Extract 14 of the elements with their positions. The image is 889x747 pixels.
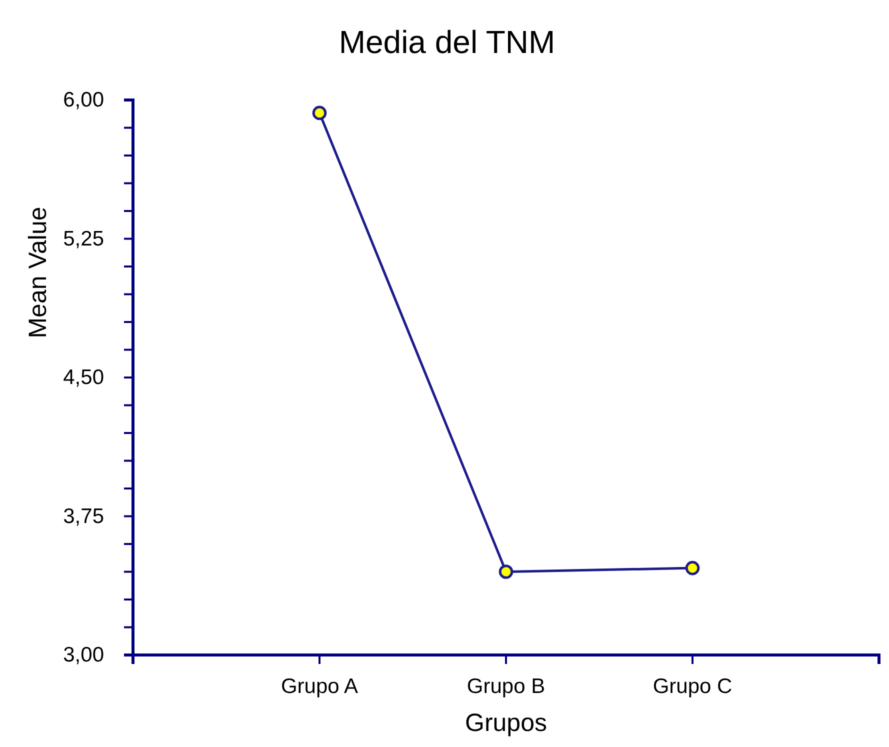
point	[685, 560, 700, 576]
y-tick-label: 3,00	[63, 644, 104, 667]
x-tick-label: Grupo C	[652, 674, 732, 698]
point	[312, 106, 327, 120]
chart-title: Media del TNM	[338, 24, 556, 60]
point	[498, 564, 514, 579]
x-tick-label: Grupo A	[280, 674, 358, 698]
y-tick-label: 4,50	[63, 366, 104, 390]
x-tick-label: Grupo B	[466, 674, 546, 698]
y-tick-label: 6,00	[63, 88, 104, 112]
x-axis-title: Grupos	[465, 709, 547, 737]
y-axis-title: Mean Value	[24, 206, 52, 338]
y-tick-label: 3,75	[63, 504, 104, 528]
y-tick-label: 5,25	[63, 227, 104, 250]
